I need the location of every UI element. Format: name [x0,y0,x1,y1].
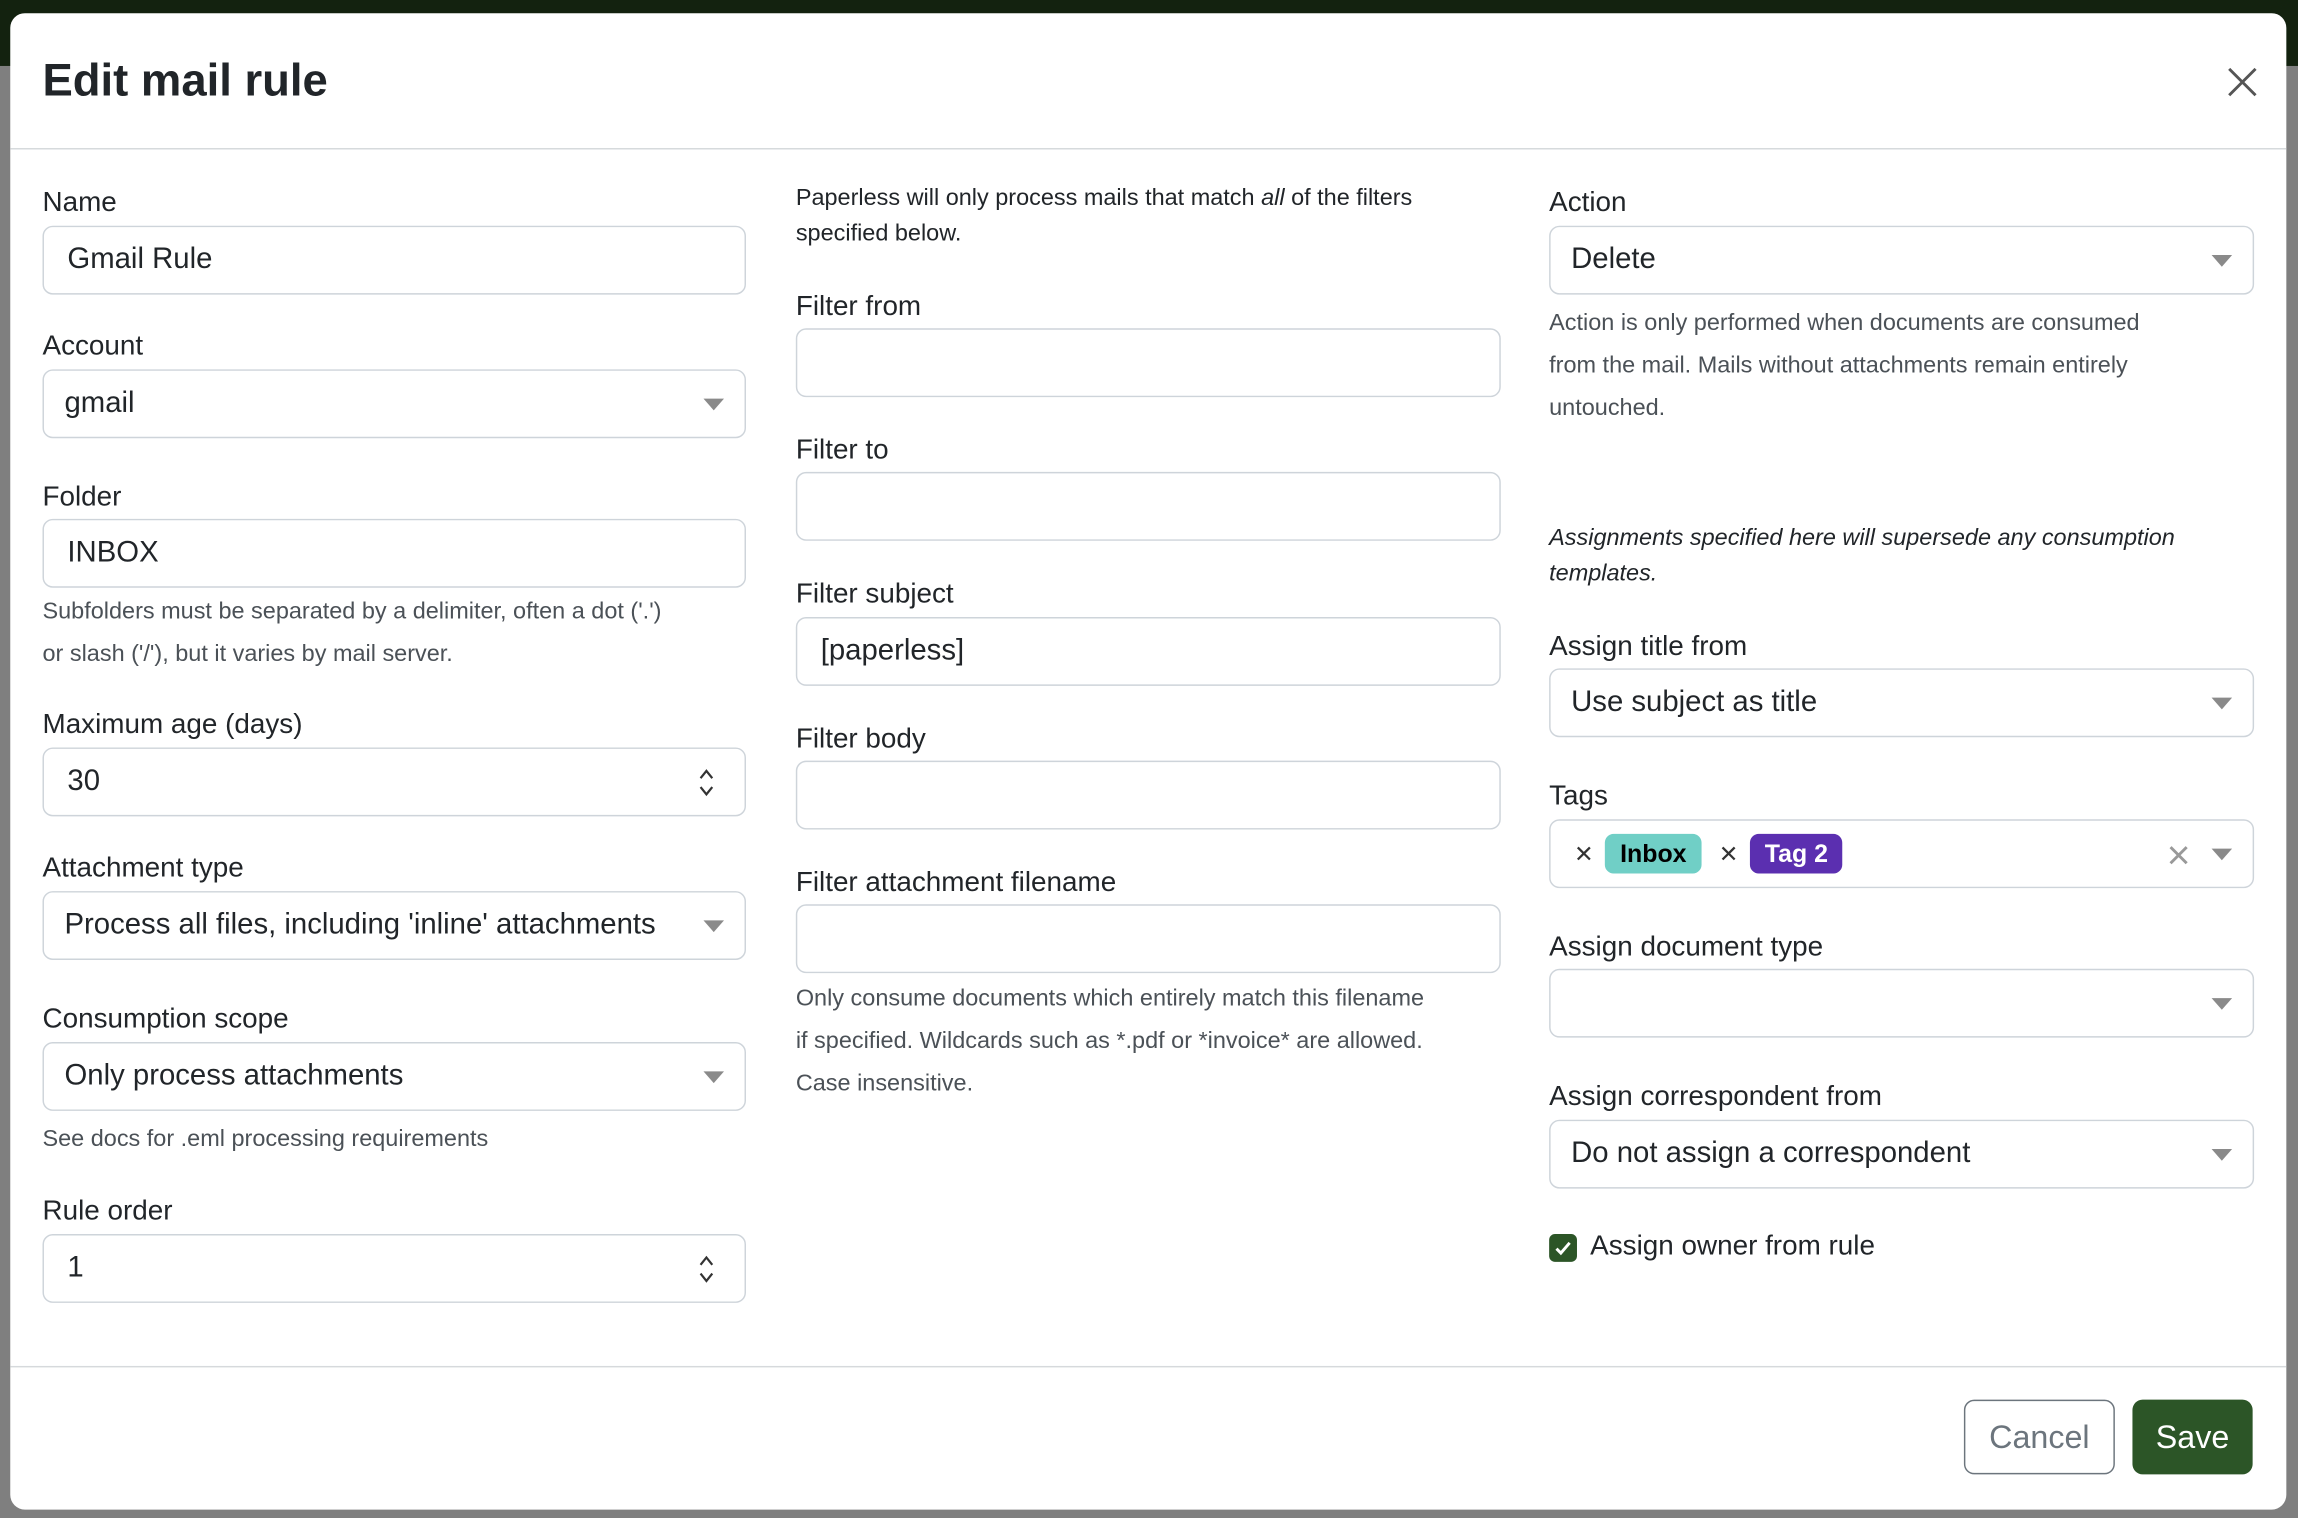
name-value: Gmail Rule [67,243,213,276]
action-help: Action is only performed when documents … [1549,302,2139,430]
help-line: Subfolders must be separated by a delimi… [42,599,662,625]
correspondent-value: Do not assign a correspondent [1571,1137,1971,1170]
note-line: Assignments specified here will supersed… [1549,526,2175,552]
intro-text: Paperless will only process mails that m… [795,186,1262,212]
chevron-down-icon [2211,848,2233,861]
consumption-scope-value: Only process attachments [64,1059,404,1092]
filter-body-label: Filter body [795,724,926,755]
save-button[interactable]: Save [2132,1399,2253,1475]
attachment-type-value: Process all files, including 'inline' at… [64,908,656,941]
consumption-scope-select[interactable]: Only process attachments [42,1042,746,1111]
filter-subject-input[interactable]: [paperless] [795,617,1501,686]
tags-select[interactable]: ✕ Inbox ✕ Tag 2 [1549,819,2255,889]
name-input[interactable]: Gmail Rule [42,225,746,295]
chevron-down-icon [703,398,725,411]
tags-label: Tags [1549,781,1608,812]
check-icon [1555,1241,1571,1256]
filter-subject-value: [paperless] [820,634,965,667]
action-value: Delete [1571,243,1656,276]
intro-text: specified below. [795,221,962,247]
help-line: or slash ('/'), but it varies by mail se… [42,641,453,667]
rule-order-value: 1 [67,1251,84,1284]
doc-type-label: Assign document type [1549,932,1824,963]
help-line: Only consume documents which entirely ma… [795,986,1425,1012]
filter-from-input[interactable] [795,328,1501,398]
filter-to-input[interactable] [795,471,1501,541]
title-from-label: Assign title from [1549,631,1748,663]
rule-order-label: Rule order [42,1195,173,1227]
modal-title: Edit mail rule [42,54,328,106]
chevron-down-icon [2211,697,2233,710]
edit-mail-rule-dialog: Edit mail rule Name Gmail Rule Account g… [10,13,2287,1510]
folder-value: INBOX [67,536,159,569]
help-line: Action is only performed when documents … [1549,310,2140,336]
account-label: Account [42,331,144,363]
max-age-input[interactable]: 30 [42,747,746,817]
account-select[interactable]: gmail [42,369,746,439]
help-line: from the mail. Mails without attachments… [1549,353,2128,379]
consumption-scope-label: Consumption scope [42,1003,289,1035]
attachment-type-select[interactable]: Process all files, including 'inline' at… [42,891,746,960]
remove-tag-icon[interactable]: ✕ [1718,841,1739,867]
intro-emphasis: all [1261,186,1285,212]
chevron-down-icon [703,920,725,933]
chevron-down-icon [2211,255,2233,267]
title-from-select[interactable]: Use subject as title [1549,668,2255,738]
number-stepper-icon[interactable] [698,1253,716,1285]
action-label: Action [1549,187,1627,219]
filter-attachment-help: Only consume documents which entirely ma… [796,978,1424,1106]
tag-badge-inbox: Inbox [1605,833,1702,874]
name-label: Name [42,187,117,219]
owner-checkbox[interactable] [1549,1234,1577,1262]
close-icon[interactable] [2220,60,2264,104]
intro-text: of the filters [1284,186,1413,212]
max-age-label: Maximum age (days) [42,709,303,741]
consumption-scope-help: See docs for .eml processing requirement… [42,1127,489,1152]
title-from-value: Use subject as title [1571,685,1818,719]
attachment-type-label: Attachment type [42,852,244,884]
owner-label[interactable]: Assign owner from rule [1590,1231,1875,1262]
assignments-note: Assignments specified here will supersed… [1549,522,2175,592]
rule-order-input[interactable]: 1 [42,1234,746,1303]
cancel-button[interactable]: Cancel [1963,1399,2115,1475]
filter-body-input[interactable] [795,760,1501,830]
help-line: Case insensitive. [795,1071,974,1097]
chevron-down-icon [2211,998,2233,1010]
filters-intro: Paperless will only process mails that m… [796,182,1412,252]
filter-subject-label: Filter subject [795,578,954,610]
action-select[interactable]: Delete [1549,225,2255,295]
account-value: gmail [64,386,135,420]
filter-attachment-input[interactable] [795,904,1501,974]
folder-help: Subfolders must be separated by a delimi… [43,591,662,676]
modal-header: Edit mail rule [10,13,2287,150]
filter-from-label: Filter from [795,291,922,323]
filter-to-label: Filter to [795,435,889,467]
correspondent-label: Assign correspondent from [1549,1081,1882,1113]
correspondent-select[interactable]: Do not assign a correspondent [1549,1119,2255,1189]
folder-input[interactable]: INBOX [42,518,746,588]
help-line: if specified. Wildcards such as *.pdf or… [795,1028,1423,1054]
filter-attachment-label: Filter attachment filename [795,867,1117,899]
remove-tag-icon[interactable]: ✕ [1574,841,1594,867]
chevron-down-icon [2211,1149,2233,1161]
help-line: untouched. [1549,395,1666,421]
doc-type-select[interactable] [1549,968,2255,1038]
note-line: templates. [1549,561,1658,587]
chevron-down-icon [703,1071,725,1084]
tag-badge-tag-2: Tag 2 [1750,833,1843,874]
modal-footer: Cancel Save [10,1365,2287,1510]
max-age-value: 30 [67,765,101,798]
clear-all-icon[interactable] [2169,846,2188,865]
number-stepper-icon[interactable] [698,767,716,799]
folder-label: Folder [42,482,122,513]
